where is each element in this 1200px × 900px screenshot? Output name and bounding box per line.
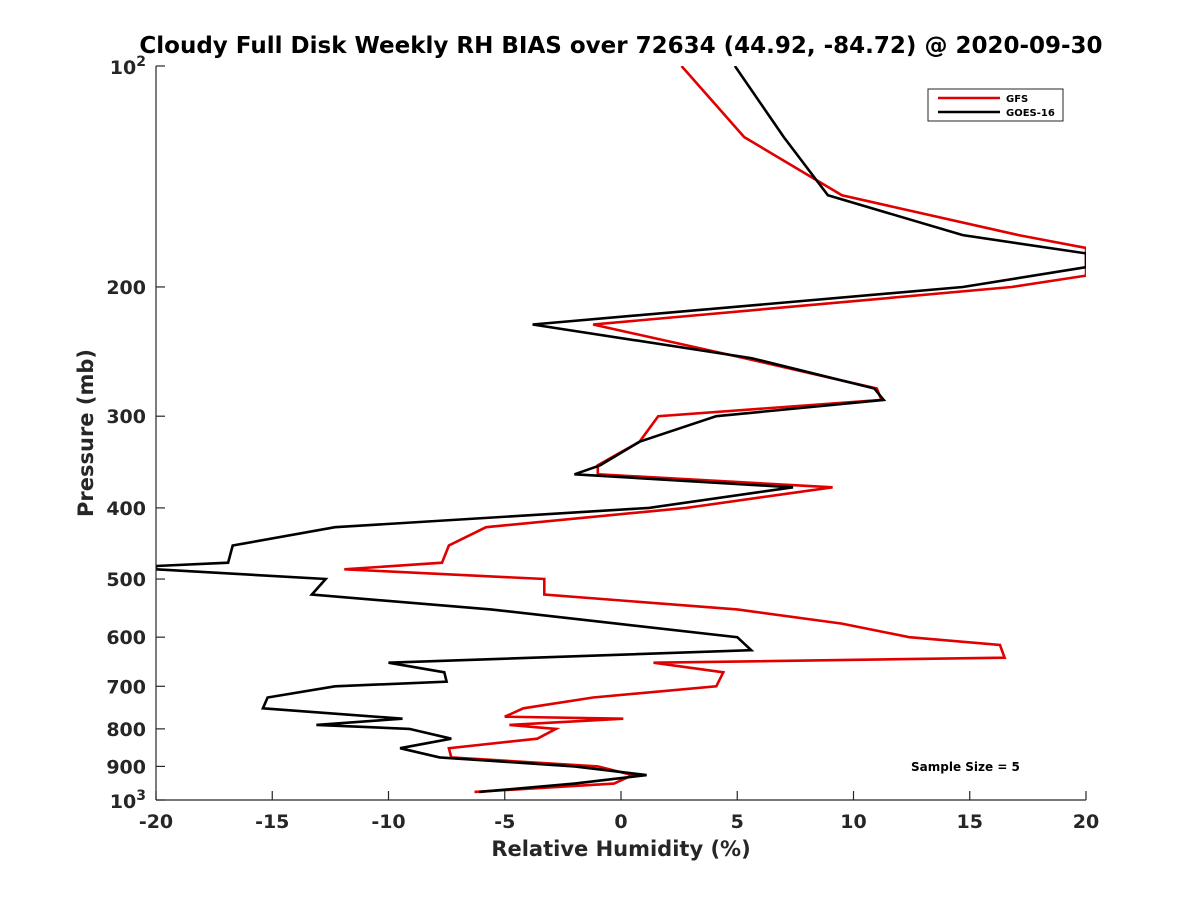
- series-line-gfs: [344, 66, 1086, 794]
- x-tick-label: -15: [255, 811, 289, 833]
- y-tick-label: 500: [106, 569, 146, 591]
- sample-size-annotation: Sample Size = 5: [911, 760, 1020, 774]
- x-tick-label: -5: [494, 811, 515, 833]
- y-tick-label: 400: [106, 498, 146, 520]
- x-axis-ticks: -20 -15 -10 -5 0 5 10 15 20: [139, 791, 1099, 833]
- legend: GFS GOES-16: [927, 88, 1064, 122]
- y-tick-label: 800: [106, 719, 146, 741]
- x-axis-label: Relative Humidity (%): [491, 837, 750, 861]
- y-tick-label: 200: [106, 277, 146, 299]
- x-tick-label: 5: [731, 811, 744, 833]
- y-tick-label: 700: [106, 676, 146, 698]
- x-tick-label: -10: [371, 811, 405, 833]
- x-tick-label: 20: [1073, 811, 1099, 833]
- legend-box: [927, 88, 1064, 122]
- series-line-goes16: [156, 66, 1086, 794]
- y-tick-label-bottom: 103: [110, 788, 146, 813]
- x-tick-label: 0: [614, 811, 627, 833]
- x-tick-label: 10: [840, 811, 866, 833]
- chart-title: Cloudy Full Disk Weekly RH BIAS over 726…: [139, 33, 1102, 59]
- legend-label-gfs: GFS: [1006, 94, 1028, 105]
- legend-label-goes16: GOES-16: [1006, 108, 1055, 119]
- x-tick-label: -20: [139, 811, 173, 833]
- x-tick-label: 15: [957, 811, 983, 833]
- y-tick-label: 600: [106, 627, 146, 649]
- y-tick-label: 900: [106, 756, 146, 778]
- y-tick-label-top: 102: [110, 54, 146, 79]
- y-tick-label: 300: [106, 406, 146, 428]
- series-layer: [156, 66, 1086, 794]
- plot-area: [156, 66, 1086, 800]
- y-axis-label: Pressure (mb): [74, 349, 98, 517]
- y-axis-ticks: 200 300 400 500 600 700 800 900 102 103: [106, 54, 165, 813]
